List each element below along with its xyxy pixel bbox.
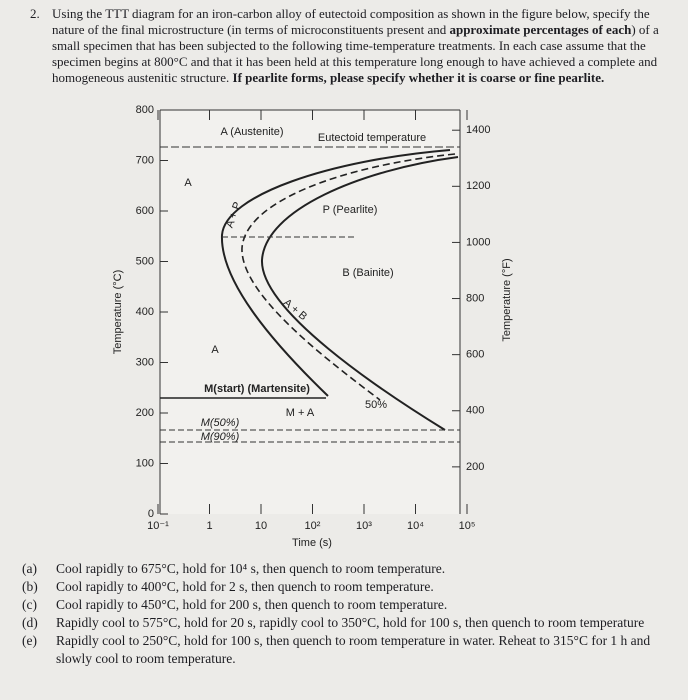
- x-tick-label: 10⁴: [407, 520, 424, 532]
- region-label: P (Pearlite): [323, 204, 378, 216]
- part-label: (d): [22, 615, 38, 630]
- part: (a) Cool rapidly to 675°C, hold for 10⁴ s…: [22, 560, 684, 578]
- region-label: M(start) (Martensite): [204, 383, 310, 395]
- x-tick-label: 1: [206, 520, 212, 532]
- x-tick-label: 10: [255, 520, 267, 532]
- start-curve: [220, 149, 451, 397]
- region-label: A (Austenite): [221, 126, 284, 138]
- part-text: Rapidly cool to 250°C, hold for 100 s, t…: [56, 633, 651, 666]
- y-axis-label: Temperature (°C): [112, 270, 124, 354]
- part-text: Rapidly cool to 575°C, hold for 20 s, ra…: [56, 615, 645, 630]
- y2-tick-label: 1400: [466, 124, 490, 136]
- region-label: M(90%): [201, 431, 240, 443]
- x-tick-label: 10⁻¹: [147, 520, 169, 532]
- ttt-diagram: A (Austenite) Eutectoid temperature A P …: [112, 104, 513, 549]
- y-tick-label: 400: [136, 306, 154, 318]
- part-text: Cool rapidly to 450°C, hold for 200 s, t…: [56, 597, 448, 612]
- statement-text: ) of a small specimen that has been subj…: [52, 22, 659, 85]
- part-label: (b): [22, 579, 38, 594]
- y-tick-label: 800: [136, 104, 154, 116]
- x-tick-label: 10²: [305, 520, 321, 532]
- y2-tick-label: 400: [466, 405, 484, 417]
- y2-tick-label: 800: [466, 292, 484, 304]
- part-label: (c): [22, 597, 37, 612]
- y-tick-label: 600: [136, 205, 154, 217]
- problem-statement: Using the TTT diagram for an iron-carbon…: [52, 6, 667, 86]
- finish-curve: [260, 156, 459, 431]
- statement-text: Using the TTT diagram for an iron-carbon…: [52, 6, 650, 37]
- y-tick-label: 200: [136, 407, 154, 419]
- y-tick-label: 0: [148, 508, 154, 520]
- y-tick-label: 500: [136, 255, 154, 267]
- region-label: M + A: [286, 407, 315, 419]
- y2-tick-label: 1200: [466, 180, 490, 192]
- region-label: M(50%): [201, 417, 240, 429]
- region-label: B (Bainite): [342, 267, 393, 279]
- y-tick-label: 300: [136, 356, 154, 368]
- y-tick-label: 700: [136, 154, 154, 166]
- y2-tick-label: 600: [466, 349, 484, 361]
- x-tick-label: 10³: [356, 520, 372, 532]
- part-label: (e): [22, 633, 37, 648]
- part: (c) Cool rapidly to 450°C, hold for 200 s…: [22, 596, 684, 614]
- x-axis-label: Time (s): [292, 537, 332, 549]
- part: (d) Rapidly cool to 575°C, hold for 20 s,…: [22, 614, 684, 632]
- y2-tick-label: 200: [466, 461, 484, 473]
- problem-number: 2.: [30, 6, 40, 21]
- statement-bold: approximate percentages of each: [449, 22, 632, 37]
- region-label: Eutectoid temperature: [318, 132, 426, 144]
- parts-list: (a) Cool rapidly to 675°C, hold for 10⁴ s…: [22, 560, 684, 668]
- x-tick-label: 10⁵: [459, 520, 476, 532]
- y-tick-label: 100: [136, 457, 154, 469]
- part-text: Cool rapidly to 675°C, hold for 10⁴ s, t…: [56, 561, 446, 576]
- region-label: A: [184, 177, 192, 189]
- part-text: Cool rapidly to 400°C, hold for 2 s, the…: [56, 579, 434, 594]
- plot-area: [160, 110, 460, 514]
- fifty-percent-curve: [241, 153, 456, 401]
- part-label: (a): [22, 561, 37, 576]
- part: (e) Rapidly cool to 250°C, hold for 100 s…: [22, 632, 684, 668]
- region-label: 50%: [365, 399, 387, 411]
- region-label: A: [211, 344, 219, 356]
- y2-tick-label: 1000: [466, 236, 490, 248]
- y2-axis-label: Temperature (°F): [501, 258, 513, 341]
- part: (b) Cool rapidly to 400°C, hold for 2 s, …: [22, 578, 684, 596]
- statement-bold: If pearlite forms, please specify whethe…: [232, 70, 605, 85]
